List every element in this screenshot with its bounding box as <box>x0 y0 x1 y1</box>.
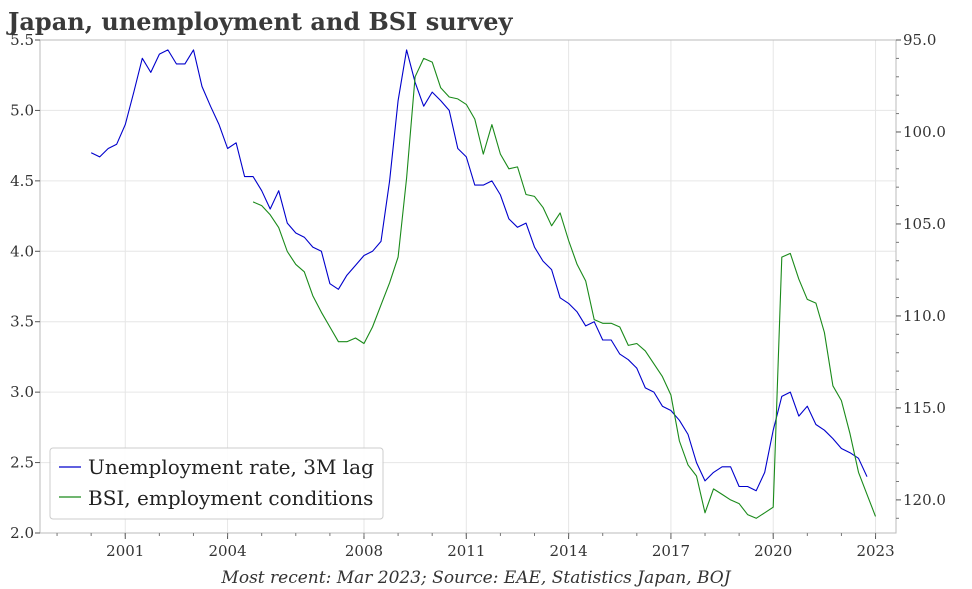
y-right-tick-label: 110.0 <box>903 307 946 325</box>
x-tick-label: 2008 <box>345 542 383 560</box>
y-left-tick-label: 2.0 <box>10 524 34 542</box>
y-right-tick-label: 105.0 <box>903 215 946 233</box>
y-right-tick-label: 95.0 <box>903 31 936 49</box>
y-left-tick-label: 4.5 <box>10 172 34 190</box>
x-tick-label: 2017 <box>652 542 690 560</box>
x-tick-label: 2011 <box>447 542 485 560</box>
x-axis: 2001 2004 2008 2011 2014 2017 2020 2023 <box>56 533 895 560</box>
legend: Unemployment rate, 3M lag BSI, employmen… <box>49 447 384 520</box>
legend-box <box>49 447 384 520</box>
chart-title: Japan, unemployment and BSI survey <box>6 7 514 36</box>
y-right-tick-label: 100.0 <box>903 123 946 141</box>
y-left-tick-label: 3.0 <box>10 383 34 401</box>
series-line-unemployment <box>90 49 868 492</box>
x-tick-label: 2014 <box>550 542 588 560</box>
y-left-tick-label: 5.5 <box>10 31 34 49</box>
y-right-tick-label: 120.0 <box>903 491 946 509</box>
y-left-tick-label: 4.0 <box>10 242 34 260</box>
y-left-tick-label: 5.0 <box>10 101 34 119</box>
y-right-tick-label: 115.0 <box>903 399 946 417</box>
legend-label-unemployment: Unemployment rate, 3M lag <box>88 455 374 479</box>
legend-label-bsi: BSI, employment conditions <box>88 486 373 510</box>
x-tick-label: 2023 <box>856 542 894 560</box>
plot-frame <box>39 39 897 534</box>
series-line-bsi <box>252 57 877 519</box>
source-caption: Most recent: Mar 2023; Source: EAE, Stat… <box>220 568 731 588</box>
x-tick-label: 2001 <box>106 542 144 560</box>
y-left-tick-label: 2.5 <box>10 454 34 472</box>
x-tick-label: 2004 <box>208 542 246 560</box>
right-y-axis: 95.0 100.0 105.0 110.0 115.0 120.0 <box>896 31 946 519</box>
left-y-axis: 2.0 2.5 3.0 3.5 4.0 4.5 5.0 5.5 <box>10 31 40 542</box>
y-left-tick-label: 3.5 <box>10 313 34 331</box>
x-tick-label: 2020 <box>754 542 792 560</box>
series-layer <box>90 49 877 519</box>
